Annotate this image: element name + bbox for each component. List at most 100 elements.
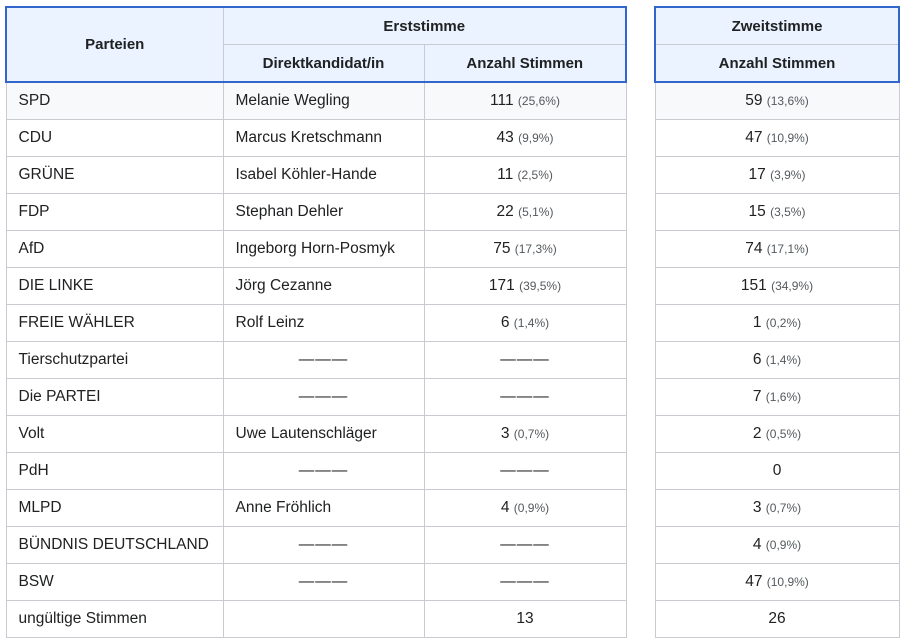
zweit-votes: 47 (745, 573, 763, 590)
erst-votes: 6 (500, 314, 510, 331)
candidate-name: ——— (222, 341, 425, 379)
table-row: 6 (1,4%) (654, 341, 900, 379)
party-name: BSW (5, 563, 224, 601)
zweit-percent: (17,1%) (766, 242, 809, 256)
zweit-votes-cell: 6 (1,4%) (654, 341, 900, 379)
candidate-name: ——— (222, 526, 425, 564)
party-name: ungültige Stimmen (5, 600, 224, 638)
table-row: 59 (13,6%) (654, 81, 900, 120)
erst-percent: (9,9%) (518, 131, 554, 145)
zweit-votes: 4 (752, 536, 762, 553)
table-row: Die PARTEI ——— ——— (5, 378, 627, 416)
zweit-votes: 6 (752, 351, 762, 368)
erst-votes-cell: 171 (39,5%) (423, 267, 627, 305)
zweit-percent: (1,4%) (765, 353, 802, 367)
zweit-votes: 1 (752, 314, 762, 331)
erst-votes: 43 (496, 129, 514, 146)
table-row: Tierschutzpartei ——— ——— (5, 341, 627, 379)
header-parteien: Parteien (5, 6, 224, 83)
erst-votes-cell: ——— (423, 341, 627, 379)
erst-percent: (17,3%) (514, 242, 557, 256)
candidate-name: ——— (222, 452, 425, 490)
table-row: 7 (1,6%) (654, 378, 900, 416)
table-row: 15 (3,5%) (654, 193, 900, 231)
party-name: Die PARTEI (5, 378, 224, 416)
zweit-percent: (3,5%) (770, 205, 806, 219)
candidate-name: Isabel Köhler-Hande (222, 156, 425, 194)
party-name: FDP (5, 193, 224, 231)
table-row: FDP Stephan Dehler 22 (5,1%) (5, 193, 627, 231)
zweit-votes-cell: 0 (654, 452, 900, 490)
zweit-votes-cell: 1 (0,2%) (654, 304, 900, 342)
party-name: CDU (5, 119, 224, 157)
zweit-votes: 47 (745, 129, 763, 146)
table-row: SPD Melanie Wegling 111 (25,6%) (5, 81, 627, 120)
erst-percent: (1,4%) (513, 316, 550, 330)
table-row: 151 (34,9%) (654, 267, 900, 305)
erst-votes: 22 (496, 203, 514, 220)
zweitstimme-body: 59 (13,6%) 47 (10,9%) 17 (3,9%) 15 (3,5%) 74… (654, 81, 900, 638)
zweit-votes-cell: 15 (3,5%) (654, 193, 900, 231)
header-anzahl-erst: Anzahl Stimmen (423, 44, 628, 83)
table-row: 1 (0,2%) (654, 304, 900, 342)
zweit-votes-cell: 47 (10,9%) (654, 119, 900, 157)
party-name: Tierschutzpartei (5, 341, 224, 379)
zweit-votes: 3 (752, 499, 762, 516)
zweit-votes: 7 (752, 388, 762, 405)
table-row: GRÜNE Isabel Köhler-Hande 11 (2,5%) (5, 156, 627, 194)
table-row: AfD Ingeborg Horn-Posmyk 75 (17,3%) (5, 230, 627, 268)
erst-votes-cell: 75 (17,3%) (423, 230, 627, 268)
party-name: BÜNDNIS DEUTSCHLAND (5, 526, 224, 564)
table-row: 0 (654, 452, 900, 490)
table-row: DIE LINKE Jörg Cezanne 171 (39,5%) (5, 267, 627, 305)
candidate-name: Rolf Leinz (222, 304, 425, 342)
erst-votes-cell: ——— (423, 526, 627, 564)
erst-votes-cell: ——— (423, 563, 627, 601)
table-row: BÜNDNIS DEUTSCHLAND ——— ——— (5, 526, 627, 564)
zweit-votes-cell: 151 (34,9%) (654, 267, 900, 305)
zweit-votes: 2 (752, 425, 762, 442)
erst-votes: 3 (500, 425, 510, 442)
table-row: Volt Uwe Lautenschläger 3 (0,7%) (5, 415, 627, 453)
zweitstimme-table: Zweitstimme Anzahl Stimmen 59 (13,6%) 47 … (654, 6, 900, 638)
erst-votes: ——— (500, 462, 550, 479)
erst-percent: (39,5%) (519, 279, 562, 293)
zweit-votes: 74 (745, 240, 763, 257)
erst-votes: 4 (500, 499, 510, 516)
zweit-votes-cell: 7 (1,6%) (654, 378, 900, 416)
zweit-votes: 15 (748, 203, 766, 220)
header-erststimme: Erststimme (222, 6, 628, 45)
candidate-name: Ingeborg Horn-Posmyk (222, 230, 425, 268)
table-row: 26 (654, 600, 900, 638)
candidate-name: ——— (222, 563, 425, 601)
zweit-votes: 0 (772, 462, 782, 479)
zweit-votes-cell: 26 (654, 600, 900, 638)
zweit-votes-cell: 17 (3,9%) (654, 156, 900, 194)
candidate-name: ——— (222, 378, 425, 416)
candidate-name: Uwe Lautenschläger (222, 415, 425, 453)
table-row: 3 (0,7%) (654, 489, 900, 527)
zweit-votes-cell: 74 (17,1%) (654, 230, 900, 268)
party-name: PdH (5, 452, 224, 490)
erst-votes: ——— (500, 536, 550, 553)
zweit-votes: 151 (740, 277, 767, 294)
table-row: 4 (0,9%) (654, 526, 900, 564)
zweit-votes-cell: 4 (0,9%) (654, 526, 900, 564)
erst-votes-cell: 111 (25,6%) (423, 81, 627, 120)
erststimme-table: Parteien Erststimme Direktkandidat/in An… (5, 6, 628, 638)
zweit-percent: (0,7%) (765, 501, 802, 515)
table-row: 47 (10,9%) (654, 119, 900, 157)
erst-percent: (0,7%) (513, 427, 550, 441)
zweit-votes-cell: 3 (0,7%) (654, 489, 900, 527)
table-row: 17 (3,9%) (654, 156, 900, 194)
zweit-percent: (10,9%) (766, 131, 809, 145)
header-anzahl-zweit: Anzahl Stimmen (654, 44, 900, 83)
erst-votes: 75 (493, 240, 511, 257)
table-row: ungültige Stimmen 13 (5, 600, 627, 638)
erst-votes-cell: ——— (423, 452, 627, 490)
table-row: 74 (17,1%) (654, 230, 900, 268)
party-name: FREIE WÄHLER (5, 304, 224, 342)
zweit-votes: 26 (768, 610, 786, 627)
zweit-votes-cell: 59 (13,6%) (654, 81, 900, 120)
zweit-percent: (13,6%) (766, 94, 809, 108)
